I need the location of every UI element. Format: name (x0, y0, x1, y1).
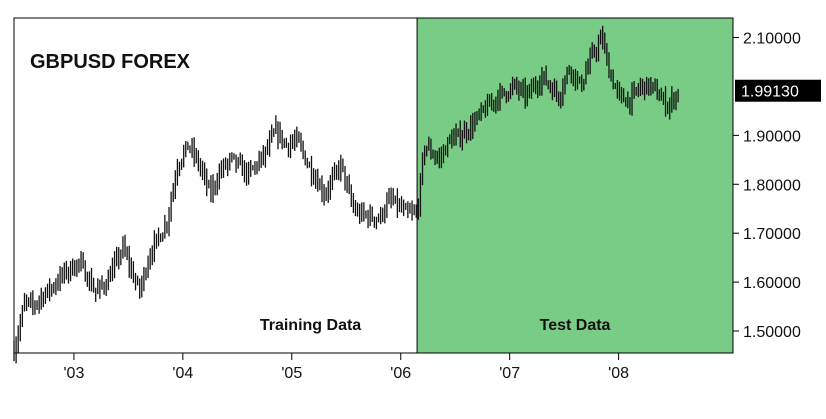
region-label: Training Data (260, 317, 361, 334)
chart-title: GBPUSD FOREX (30, 51, 191, 73)
x-tick-label: '08 (608, 365, 629, 382)
x-tick-label: '03 (63, 365, 84, 382)
y-tick-label: 1.60000 (743, 275, 801, 292)
y-tick-label: 1.50000 (743, 324, 801, 341)
region-1 (417, 18, 733, 353)
y-tick-label: 1.80000 (743, 177, 801, 194)
x-tick-label: '07 (499, 365, 520, 382)
region-label: Test Data (540, 317, 611, 334)
plot-frame (13, 17, 734, 354)
x-tick-label: '06 (390, 365, 411, 382)
y-tick-label: 1.90000 (743, 128, 801, 145)
y-tick-label: 2.10000 (743, 31, 801, 48)
last-value-label: 1.99130 (741, 84, 799, 101)
x-tick-label: '04 (172, 365, 193, 382)
y-tick-label: 1.70000 (743, 226, 801, 243)
x-tick-label: '05 (281, 365, 302, 382)
last-value-badge (735, 79, 821, 102)
